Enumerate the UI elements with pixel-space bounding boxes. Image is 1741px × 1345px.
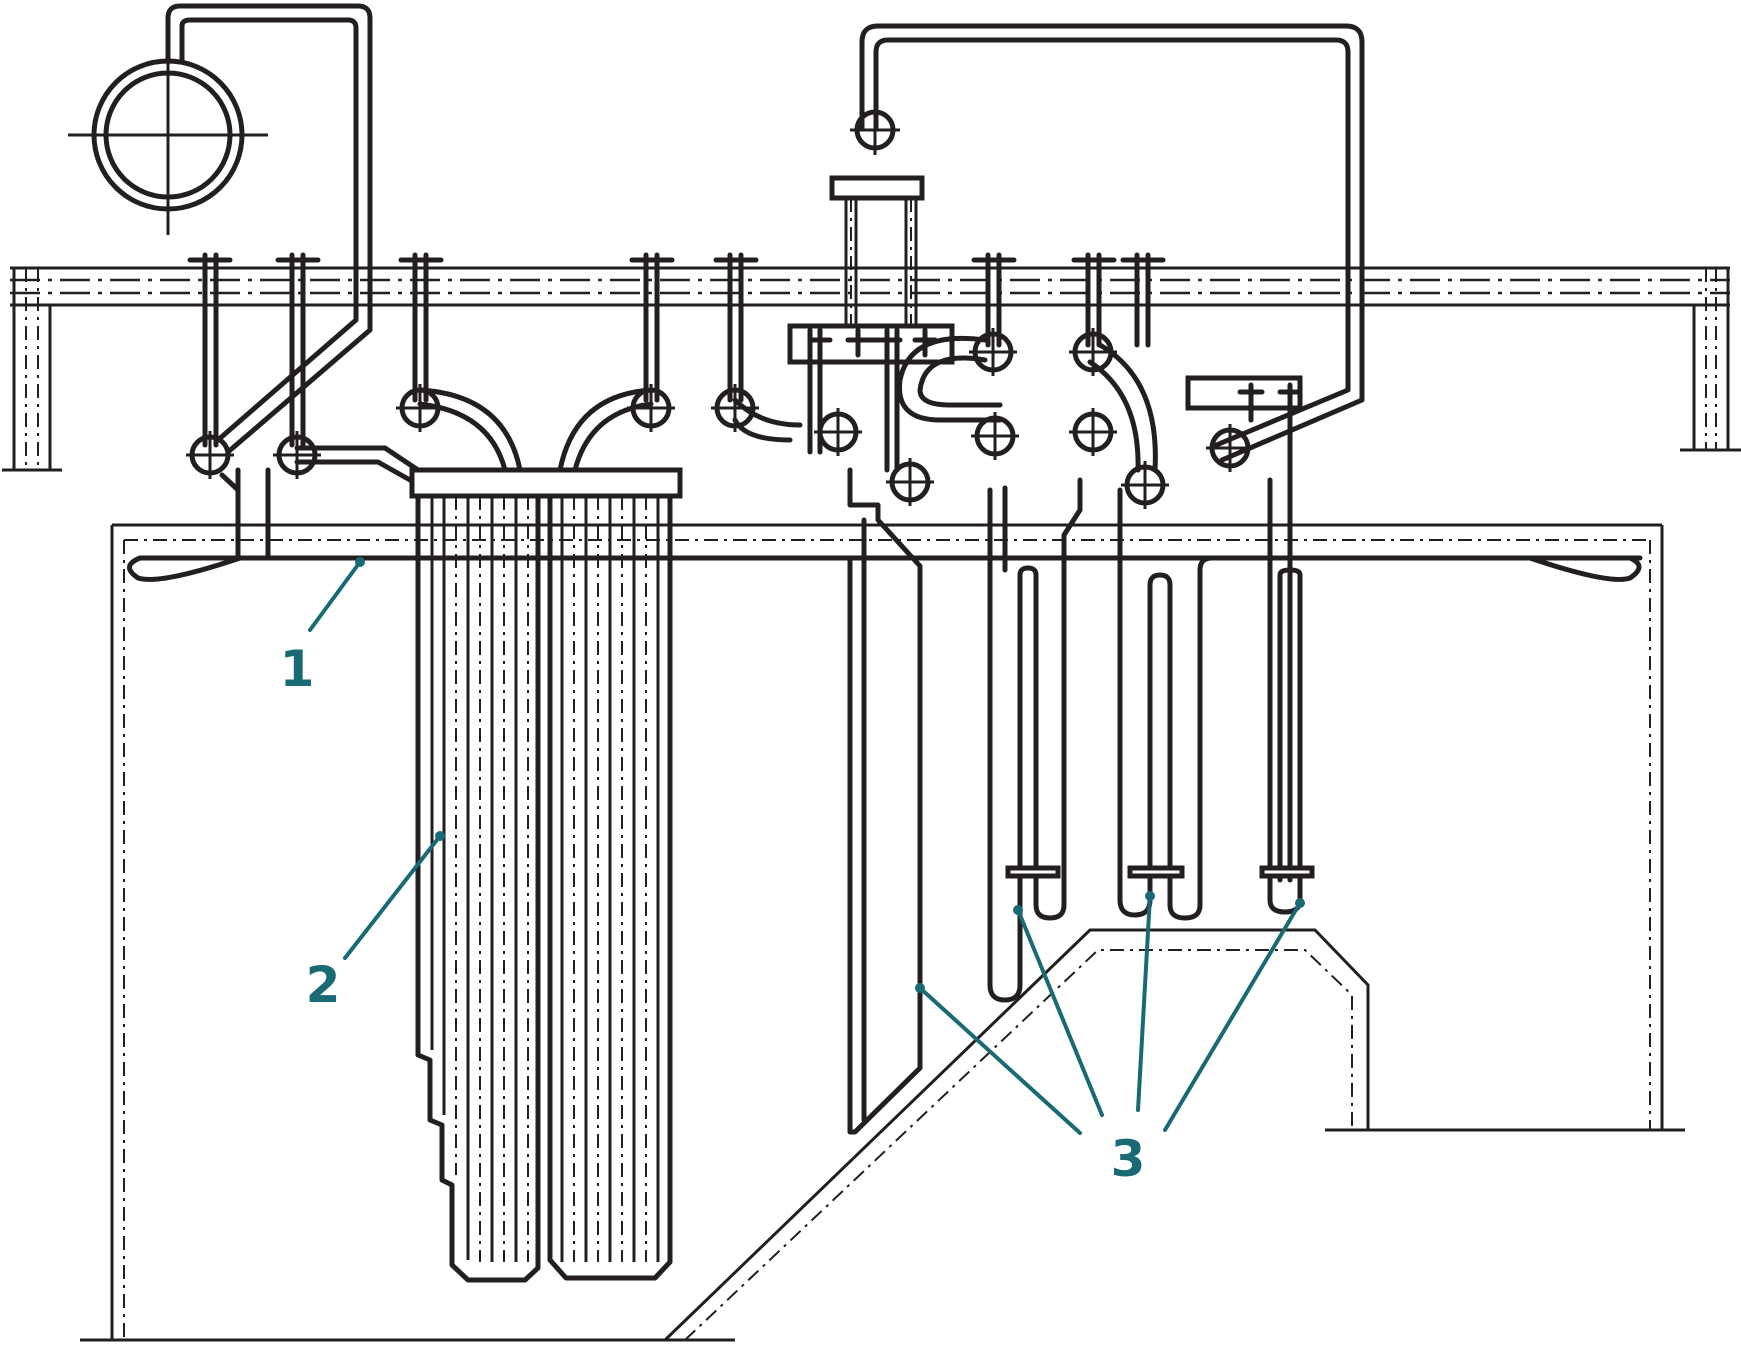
hanger-rods <box>187 252 1166 448</box>
hanger <box>713 252 759 403</box>
collector <box>969 328 1017 376</box>
drum-circle <box>68 35 268 235</box>
collector <box>814 408 862 456</box>
hanger <box>1071 252 1117 348</box>
superheater-pendants <box>847 335 1315 1135</box>
collector <box>1121 461 1169 509</box>
callout-label-3: 3 <box>1111 1130 1146 1188</box>
callout-2: 2 <box>306 831 445 1014</box>
return-loop-pipe <box>829 23 1365 463</box>
collector-nodes <box>186 328 1254 509</box>
bank-feed-pipes <box>294 387 803 483</box>
collector <box>1069 408 1117 456</box>
collector <box>273 431 321 479</box>
hanger <box>1120 252 1166 348</box>
furnace-enclosure <box>80 523 1685 1342</box>
right-manifold <box>1185 375 1303 883</box>
callout-label-2: 2 <box>306 956 341 1014</box>
platen-tube-bank <box>409 467 683 1283</box>
bank-tubes <box>430 496 660 1262</box>
collector <box>886 458 934 506</box>
hanger <box>971 252 1017 348</box>
drum-riser-pipe <box>165 3 373 455</box>
collector <box>186 431 234 479</box>
roof-tube <box>127 467 1643 582</box>
hanger <box>398 252 444 403</box>
center-manifold <box>787 323 955 473</box>
header-rail <box>2 266 1741 472</box>
callout-3: 3 <box>915 891 1305 1188</box>
hanger <box>275 252 321 448</box>
hanger <box>629 252 675 403</box>
callout-1: 1 <box>280 557 365 698</box>
collector <box>1206 424 1254 472</box>
callout-label-1: 1 <box>280 640 315 698</box>
hanger <box>187 252 233 448</box>
